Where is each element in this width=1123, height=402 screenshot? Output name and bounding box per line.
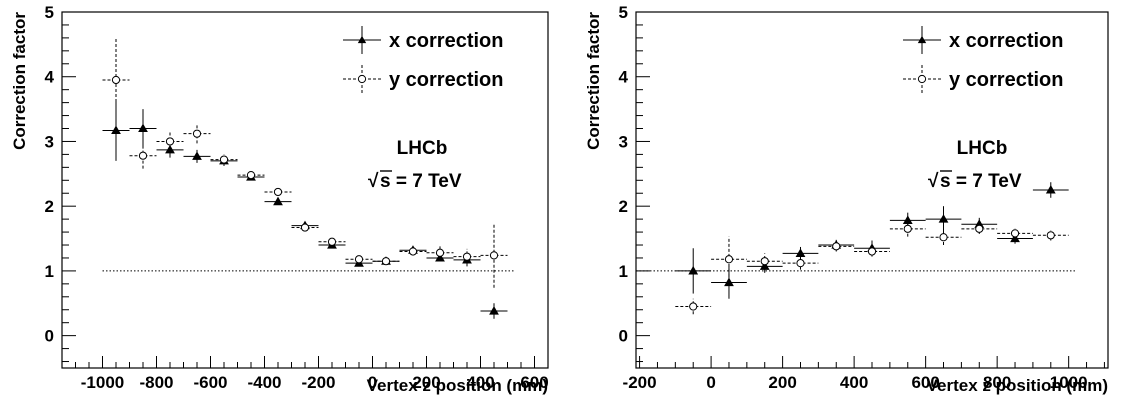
- data-point: [939, 233, 948, 242]
- x-tick-label: -1000: [81, 373, 124, 392]
- x-axis-label: Vertex z position (mm): [367, 376, 548, 395]
- data-point: [759, 261, 770, 270]
- data-point: [192, 129, 202, 138]
- chart-panel-left: -1000 -800 -600 -400 -200 0 200 400 600 0 1 2 3 4 5 Ver…: [10, 3, 549, 395]
- annotation-lhcb: LHCb: [957, 138, 1008, 159]
- x-tick-label: -600: [193, 373, 227, 392]
- series-y-correction: [675, 221, 1069, 315]
- data-point: [111, 75, 121, 85]
- data-point: [273, 196, 283, 206]
- data-point: [724, 255, 734, 264]
- data-point: [165, 137, 175, 146]
- data-point: [832, 242, 841, 251]
- legend-entry-y-correction: y correction: [903, 65, 1063, 93]
- y-axis-label: Correction factor: [584, 12, 603, 150]
- data-point: [796, 259, 805, 268]
- series-y-correction: [102, 37, 508, 288]
- x-tick-label: 200: [412, 373, 440, 392]
- data-point: [111, 125, 121, 135]
- x-axis-label: Vertex z position (mm): [927, 376, 1108, 395]
- data-point: [760, 257, 769, 266]
- data-point: [300, 223, 310, 232]
- data-point: [903, 224, 912, 233]
- y-tick-label: 4: [45, 68, 55, 87]
- y-axis-label: Correction factor: [10, 12, 29, 150]
- data-point: [795, 248, 806, 257]
- data-point: [273, 187, 283, 197]
- x-tick-label: 200: [768, 373, 796, 392]
- legend-marker: [357, 35, 367, 44]
- legend-label: y correction: [949, 69, 1063, 91]
- data-point: [327, 237, 337, 246]
- sqrt-symbol: √: [368, 171, 379, 192]
- y-tick-label: 1: [45, 262, 54, 281]
- data-point: [192, 151, 202, 160]
- data-point: [138, 151, 148, 160]
- data-point: [1010, 229, 1020, 238]
- data-point: [381, 257, 391, 266]
- legend-marker: [357, 74, 367, 84]
- y-tick-label: 0: [619, 327, 628, 346]
- y-tick-label: 2: [45, 197, 54, 216]
- x-tick-label: 0: [368, 373, 377, 392]
- data-point: [219, 155, 229, 164]
- x-tick-label: -800: [139, 373, 173, 392]
- legend-entry-x-correction: x correction: [903, 26, 1063, 54]
- legend-entry-y-correction: y correction: [343, 65, 503, 93]
- sqrt-symbol: √: [928, 171, 939, 192]
- data-point: [138, 123, 148, 133]
- x-tick-label: -400: [247, 373, 281, 392]
- data-point: [489, 306, 499, 315]
- x-tick-label: 1000: [1050, 373, 1088, 392]
- x-tick-label: 600: [520, 373, 548, 392]
- legend-label: x correction: [949, 30, 1063, 52]
- data-point: [689, 302, 698, 311]
- chart-panel-right: -200 0 200 400 600 800 1000 0 1 2 3 4 5 Vertex z posi…: [584, 3, 1109, 395]
- annotation-lhcb: LHCb: [397, 138, 448, 159]
- legend-marker: [917, 35, 927, 44]
- plot-frame: [61, 11, 549, 369]
- x-tick-label: 400: [466, 373, 494, 392]
- x-tick-label: 0: [706, 373, 715, 392]
- data-point: [462, 252, 472, 261]
- x-tick-label: 800: [983, 373, 1011, 392]
- data-point: [938, 214, 949, 223]
- series-x-correction: [102, 100, 508, 319]
- y-tick-label: 5: [619, 3, 628, 22]
- legend-label: y correction: [389, 69, 503, 91]
- legend-entry-x-correction: x correction: [343, 26, 503, 54]
- y-tick-label: 2: [619, 197, 628, 216]
- y-tick-label: 3: [619, 132, 628, 151]
- data-point: [408, 247, 418, 256]
- data-point: [246, 171, 256, 180]
- data-point: [489, 251, 499, 260]
- data-point: [902, 215, 913, 224]
- x-tick-label: 400: [840, 373, 868, 392]
- y-tick-label: 1: [619, 262, 628, 281]
- annotation-energy: s = 7 TeV: [940, 171, 1022, 192]
- data-point: [975, 224, 984, 233]
- y-tick-label: 4: [619, 68, 629, 87]
- data-point: [688, 265, 699, 275]
- data-point: [1045, 184, 1056, 194]
- x-tick-label: -200: [623, 373, 657, 392]
- data-point: [435, 248, 445, 257]
- data-point: [867, 247, 877, 256]
- series-x-correction: [675, 182, 1069, 299]
- data-point: [1046, 231, 1055, 240]
- data-point: [354, 255, 364, 264]
- x-tick-label: -200: [301, 373, 335, 392]
- y-tick-label: 5: [45, 3, 54, 22]
- annotation-energy: s = 7 TeV: [380, 171, 462, 192]
- data-point: [724, 277, 734, 287]
- x-tick-label: 600: [911, 373, 939, 392]
- y-tick-label: 0: [45, 327, 54, 346]
- legend-label: x correction: [389, 30, 503, 52]
- y-tick-label: 3: [45, 132, 54, 151]
- legend-marker: [917, 74, 927, 84]
